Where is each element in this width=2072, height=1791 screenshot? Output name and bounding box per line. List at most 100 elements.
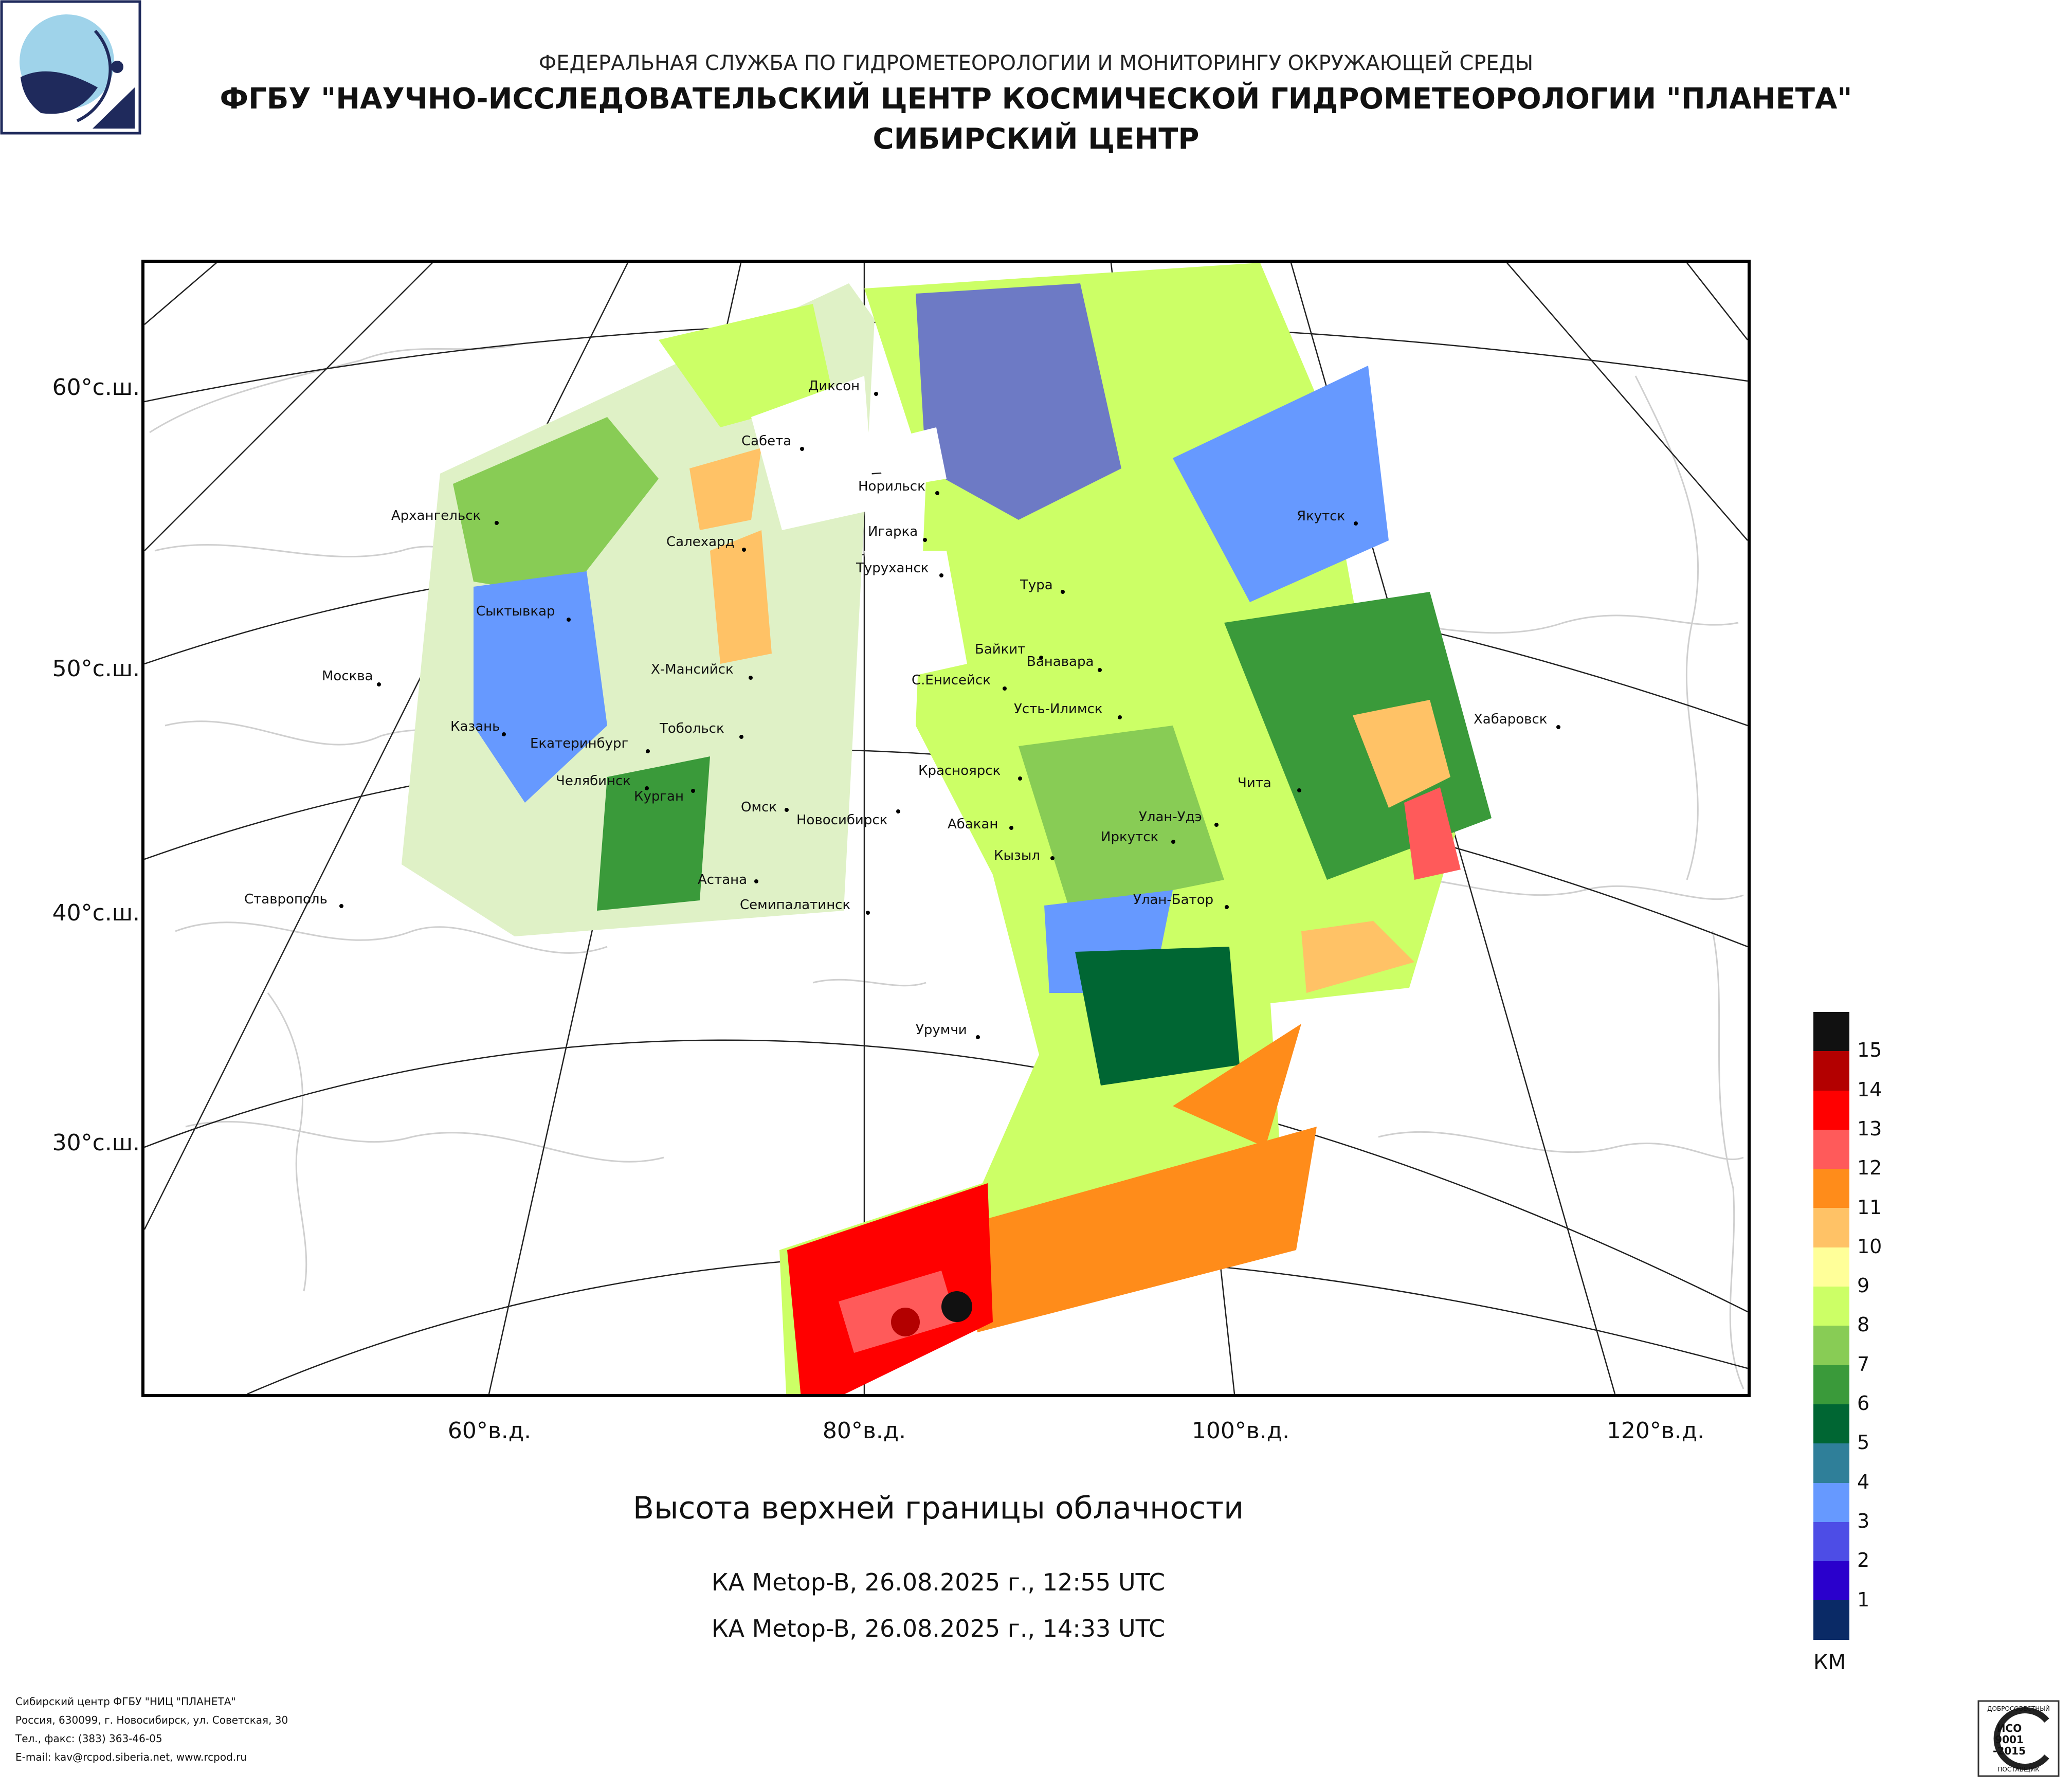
- legend-swatch: [1813, 1404, 1849, 1444]
- city-dot: [645, 786, 649, 790]
- city-dot: [923, 538, 927, 542]
- city-label: Сыктывкар: [476, 604, 555, 619]
- city-dot: [1297, 788, 1301, 792]
- city-dot: [1003, 686, 1007, 691]
- stamp-top-text: ДОБРОСОВЕСТНЫЙ: [1987, 1705, 2050, 1712]
- city-label: Курган: [634, 789, 684, 804]
- legend-tick-label: 13: [1857, 1117, 1882, 1140]
- footer-phone: Тел., факс: (383) 363-46-05: [15, 1732, 162, 1745]
- map-title: Высота верхней границы облачности: [632, 1490, 1244, 1526]
- legend-tick-label: 11: [1857, 1196, 1882, 1219]
- city-label: Москва: [322, 668, 373, 684]
- lon-label-60: 60°в.д.: [447, 1418, 532, 1444]
- city-label: Диксон: [808, 378, 860, 394]
- legend-swatch: [1813, 1326, 1849, 1365]
- legend-tick-label: 5: [1857, 1431, 1870, 1454]
- satellite-pass-2: КА Metop-B, 26.08.2025 г., 14:33 UTC: [711, 1615, 1166, 1642]
- legend-tick-label: 10: [1857, 1235, 1882, 1258]
- agency-line: ФЕДЕРАЛЬНАЯ СЛУЖБА ПО ГИДРОМЕТЕОРОЛОГИИ …: [538, 51, 1534, 75]
- city-label: Хабаровск: [1474, 712, 1548, 727]
- lat-label-30: 30°с.ш.: [52, 1130, 140, 1156]
- stamp-bottom-text: ПОСТАВЩИК: [1997, 1766, 2040, 1773]
- legend-swatch: [1813, 1443, 1849, 1483]
- institute-line: ФГБУ "НАУЧНО-ИССЛЕДОВАТЕЛЬСКИЙ ЦЕНТР КОС…: [220, 82, 1852, 116]
- legend-swatch: [1813, 1561, 1849, 1601]
- city-dot: [377, 682, 381, 686]
- lon-label-100: 100°в.д.: [1191, 1418, 1290, 1444]
- city-dot: [874, 392, 878, 396]
- city-dot: [1039, 656, 1043, 660]
- city-label: Новосибирск: [796, 812, 888, 828]
- city-label: Сабета: [741, 433, 792, 449]
- city-dot: [339, 904, 343, 908]
- city-dot: [800, 447, 804, 451]
- city-dot: [1214, 823, 1219, 827]
- legend-swatch: [1813, 1051, 1849, 1091]
- city-label: Тура: [1020, 577, 1053, 593]
- city-dot: [866, 911, 870, 915]
- legend-tick-label: 14: [1857, 1078, 1882, 1101]
- center-line: СИБИРСКИЙ ЦЕНТР: [873, 122, 1199, 156]
- city-dot: [691, 789, 695, 793]
- city-dot: [939, 573, 943, 577]
- city-dot: [742, 548, 746, 552]
- city-label: Казань: [450, 719, 500, 734]
- city-dot: [1009, 826, 1013, 830]
- legend-swatch: [1813, 1482, 1849, 1522]
- swath-2: [779, 263, 1492, 1394]
- city-dot: [754, 879, 758, 883]
- lat-label-40: 40°с.ш.: [52, 900, 140, 926]
- legend-swatch: [1813, 1287, 1849, 1326]
- city-label: Норильск: [858, 479, 925, 494]
- city-dot: [739, 735, 743, 739]
- legend-tick-label: 8: [1857, 1313, 1870, 1336]
- city-label: Омск: [741, 800, 777, 815]
- cloud-top-height-map: Диксон Сабета Норильск Архангельск Салех…: [141, 260, 1751, 1397]
- city-dot: [976, 1035, 980, 1039]
- city-label: Архангельск: [391, 508, 481, 523]
- legend-swatch: [1813, 1090, 1849, 1130]
- legend-tick-label: 1: [1857, 1588, 1870, 1611]
- city-label: С.Енисейск: [912, 673, 991, 688]
- city-label: Кызыл: [994, 848, 1040, 863]
- city-dot: [567, 618, 571, 622]
- legend-swatch: [1813, 1169, 1849, 1208]
- height-colorbar: [1813, 1012, 1849, 1640]
- legend-tick-label: 12: [1857, 1156, 1882, 1180]
- city-label: Семипалатинск: [740, 897, 851, 913]
- legend-swatch: [1813, 1247, 1849, 1287]
- city-label: Игарка: [868, 524, 918, 539]
- legend-tick-label: 6: [1857, 1392, 1870, 1415]
- city-dot: [1061, 590, 1065, 594]
- lat-label-50: 50°с.ш.: [52, 656, 140, 682]
- city-dot: [1118, 715, 1122, 719]
- city-label: Екатеринбург: [530, 736, 629, 751]
- legend-tick-label: 4: [1857, 1470, 1870, 1493]
- city-label: Туруханск: [856, 560, 929, 576]
- legend-tick-label: 3: [1857, 1509, 1870, 1532]
- city-label: Абакан: [948, 817, 998, 832]
- footer-address: Россия, 630099, г. Новосибирск, ул. Сове…: [15, 1714, 288, 1726]
- lat-label-60: 60°с.ш.: [52, 374, 140, 401]
- city-label: Красноярск: [918, 763, 1001, 779]
- legend-swatch: [1813, 1012, 1849, 1052]
- swath-1: [402, 283, 875, 936]
- legend-swatch: [1813, 1208, 1849, 1247]
- city-label: Улан-Удэ: [1139, 809, 1202, 825]
- city-dot: [1225, 905, 1229, 909]
- city-label: Урумчи: [916, 1022, 967, 1038]
- legend-tick-label: 2: [1857, 1549, 1870, 1572]
- city-dot: [646, 749, 650, 753]
- footer-org: Сибирский центр ФГБУ "НИЦ "ПЛАНЕТА": [15, 1695, 236, 1708]
- city-label: Улан-Батор: [1133, 892, 1214, 908]
- city-dot: [1354, 521, 1358, 526]
- legend-swatch: [1813, 1365, 1849, 1404]
- city-label: Салехард: [666, 534, 735, 550]
- city-dot: [1556, 725, 1560, 729]
- map-canvas: [144, 263, 1748, 1394]
- city-label: Усть-Илимск: [1014, 701, 1103, 717]
- city-label: Х-Мансийск: [651, 662, 734, 677]
- legend-tick-label: 7: [1857, 1352, 1870, 1376]
- legend-tick-label: 15: [1857, 1039, 1882, 1062]
- city-dot: [1050, 856, 1055, 860]
